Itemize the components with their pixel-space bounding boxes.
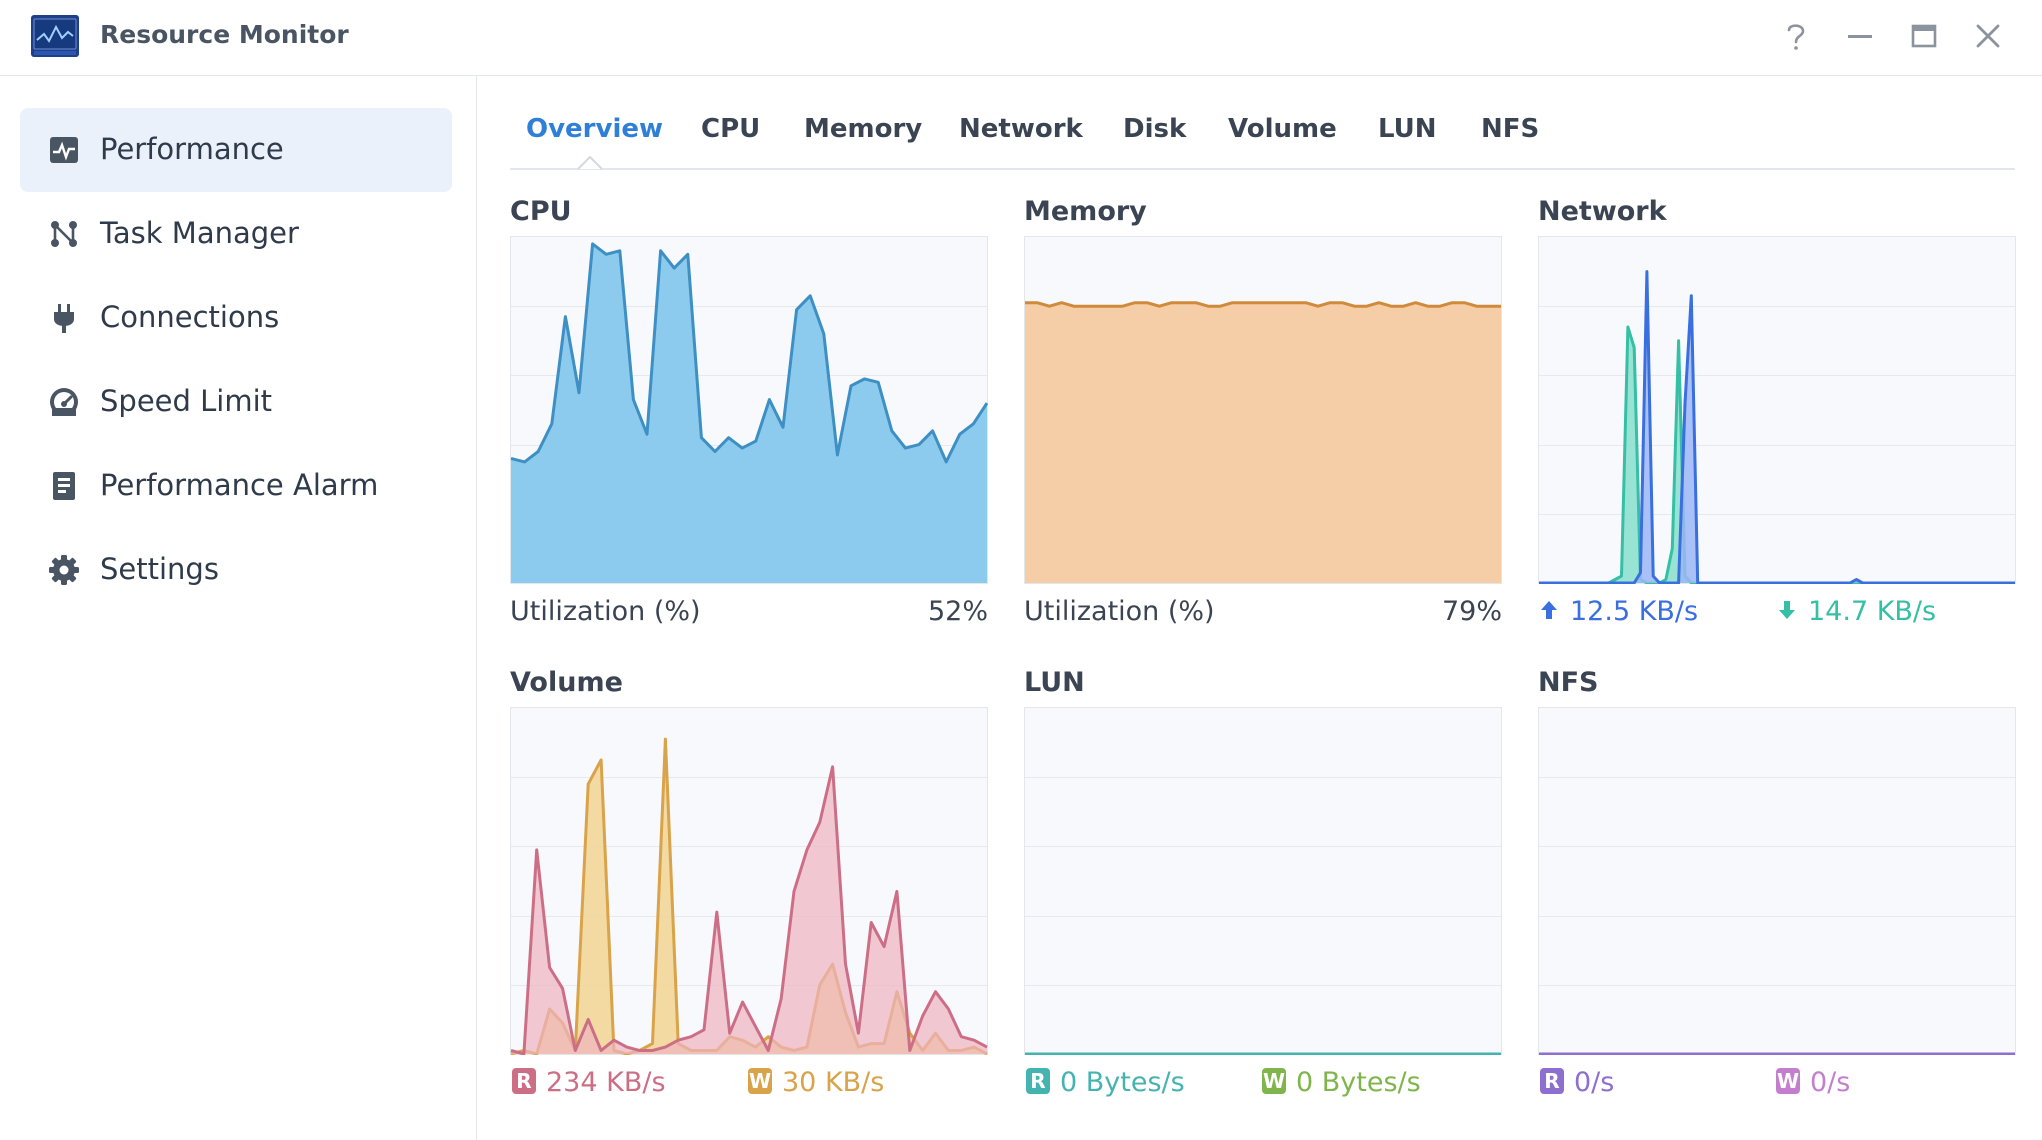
minimize-button[interactable] [1842, 18, 1878, 54]
sidebar-item-label: Task Manager [100, 216, 299, 250]
sidebar-item-connections[interactable]: Connections [20, 276, 452, 360]
network-download-series-area [1539, 327, 2015, 583]
tab-lun[interactable]: LUN [1378, 114, 1437, 144]
nfs-write-value: 0/s [1810, 1067, 1851, 1098]
sidebar-item-task-manager[interactable]: Task Manager [20, 192, 452, 276]
sidebar: Performance Task Manager Connections Spe… [0, 76, 477, 1140]
tab-volume[interactable]: Volume [1228, 114, 1337, 144]
volume-write-value: 30 KB/s [782, 1067, 885, 1098]
memory-series-line [1025, 301, 1501, 308]
memory-utilization-value: 79% [1441, 596, 1502, 627]
resource-monitor-app-icon [31, 15, 79, 57]
network-download-rate: 14.7 KB/s [1778, 596, 1936, 627]
nfs-chart-svg [1538, 707, 2016, 1055]
plug-icon [54, 304, 74, 333]
network-upload-series-line [1539, 270, 2015, 584]
performance-icon [50, 137, 78, 163]
lun-plot-area [1024, 707, 1502, 1055]
memory-utilization-label: Utilization (%) [1024, 596, 1215, 627]
maximize-button[interactable] [1906, 18, 1942, 54]
network-chart-svg [1538, 236, 2016, 584]
sidebar-item-label: Connections [100, 300, 280, 334]
tab-disk[interactable]: Disk [1123, 114, 1187, 144]
volume-write-rate: W 30 KB/s [748, 1067, 884, 1098]
tab-bar: Overview CPU Memory Network Disk Volume … [510, 108, 2015, 170]
gear-icon [49, 555, 79, 585]
cpu-series-line [510, 242, 988, 464]
volume-read-series-area [511, 766, 987, 1054]
network-chart [1538, 236, 2016, 584]
volume-read-rate: R 234 KB/s [512, 1067, 666, 1098]
cpu-utilization-label: Utilization (%) [510, 596, 701, 627]
lun-read-rate: R 0 Bytes/s [1026, 1067, 1185, 1098]
window-title: Resource Monitor [100, 20, 349, 49]
alarm-doc-icon [53, 472, 75, 500]
tab-network[interactable]: Network [959, 114, 1083, 144]
memory-panel-title: Memory [1024, 196, 1147, 227]
lun-read-value: 0 Bytes/s [1060, 1067, 1185, 1098]
tab-memory[interactable]: Memory [804, 114, 923, 144]
memory-chart-svg [1024, 236, 1502, 584]
nfs-write-rate: W 0/s [1776, 1067, 1850, 1098]
volume-read-value: 234 KB/s [546, 1067, 666, 1098]
upload-arrow-icon [1541, 600, 1557, 619]
nfs-plot-area [1538, 707, 2016, 1055]
sidebar-item-speed-limit[interactable]: Speed Limit [20, 360, 452, 444]
cpu-panel-title: CPU [510, 196, 572, 227]
nfs-panel-title: NFS [1538, 667, 1599, 698]
nfs-read-value: 0/s [1574, 1067, 1615, 1098]
cpu-chart-svg [510, 236, 988, 584]
volume-read-series-line [510, 765, 988, 1055]
tab-nfs[interactable]: NFS [1481, 114, 1540, 144]
lun-chart-svg [1024, 707, 1502, 1055]
lun-panel-title: LUN [1024, 667, 1085, 698]
network-download-value: 14.7 KB/s [1808, 596, 1937, 627]
close-button[interactable] [1970, 18, 2006, 54]
write-badge: W [748, 1067, 772, 1094]
tab-overview[interactable]: Overview [526, 114, 664, 144]
sidebar-item-performance[interactable]: Performance [20, 108, 452, 192]
active-tab-caret [578, 155, 602, 170]
lun-chart [1024, 707, 1502, 1055]
volume-chart [510, 707, 988, 1055]
sidebar-item-label: Settings [100, 552, 219, 586]
nfs-chart [1538, 707, 2016, 1055]
sidebar-item-settings[interactable]: Settings [20, 528, 452, 612]
maximize-icon [1911, 24, 1937, 48]
write-badge: W [1776, 1067, 1800, 1094]
minimize-icon [1848, 35, 1872, 38]
read-badge: R [1540, 1067, 1564, 1094]
network-plot-area [1538, 236, 2016, 584]
network-panel-title: Network [1538, 196, 1667, 227]
network-upload-value: 12.5 KB/s [1570, 596, 1699, 627]
lun-write-value: 0 Bytes/s [1296, 1067, 1421, 1098]
lun-write-rate: W 0 Bytes/s [1262, 1067, 1421, 1098]
write-badge: W [1262, 1067, 1286, 1094]
cpu-utilization-value: 52% [927, 596, 988, 627]
read-badge: R [1026, 1067, 1050, 1094]
help-icon [1787, 24, 1805, 50]
volume-chart-svg [510, 707, 988, 1055]
download-arrow-icon [1779, 600, 1795, 619]
network-upload-rate: 12.5 KB/s [1540, 596, 1698, 627]
sidebar-item-label: Speed Limit [100, 384, 273, 418]
tab-cpu[interactable]: CPU [701, 114, 761, 144]
read-badge: R [512, 1067, 536, 1094]
sidebar-item-label: Performance Alarm [100, 468, 379, 502]
memory-series-area [1025, 302, 1501, 583]
close-icon [1976, 24, 2000, 48]
sidebar-item-performance-alarm[interactable]: Performance Alarm [20, 444, 452, 528]
task-manager-icon [51, 221, 77, 247]
volume-panel-title: Volume [510, 667, 623, 698]
memory-chart [1024, 236, 1502, 584]
speedometer-icon [50, 388, 78, 416]
title-bar: Resource Monitor [0, 0, 2042, 76]
sidebar-item-label: Performance [100, 132, 284, 166]
cpu-series-area [511, 243, 987, 583]
nfs-read-rate: R 0/s [1540, 1067, 1614, 1098]
cpu-chart [510, 236, 988, 584]
help-button[interactable] [1778, 18, 1814, 54]
